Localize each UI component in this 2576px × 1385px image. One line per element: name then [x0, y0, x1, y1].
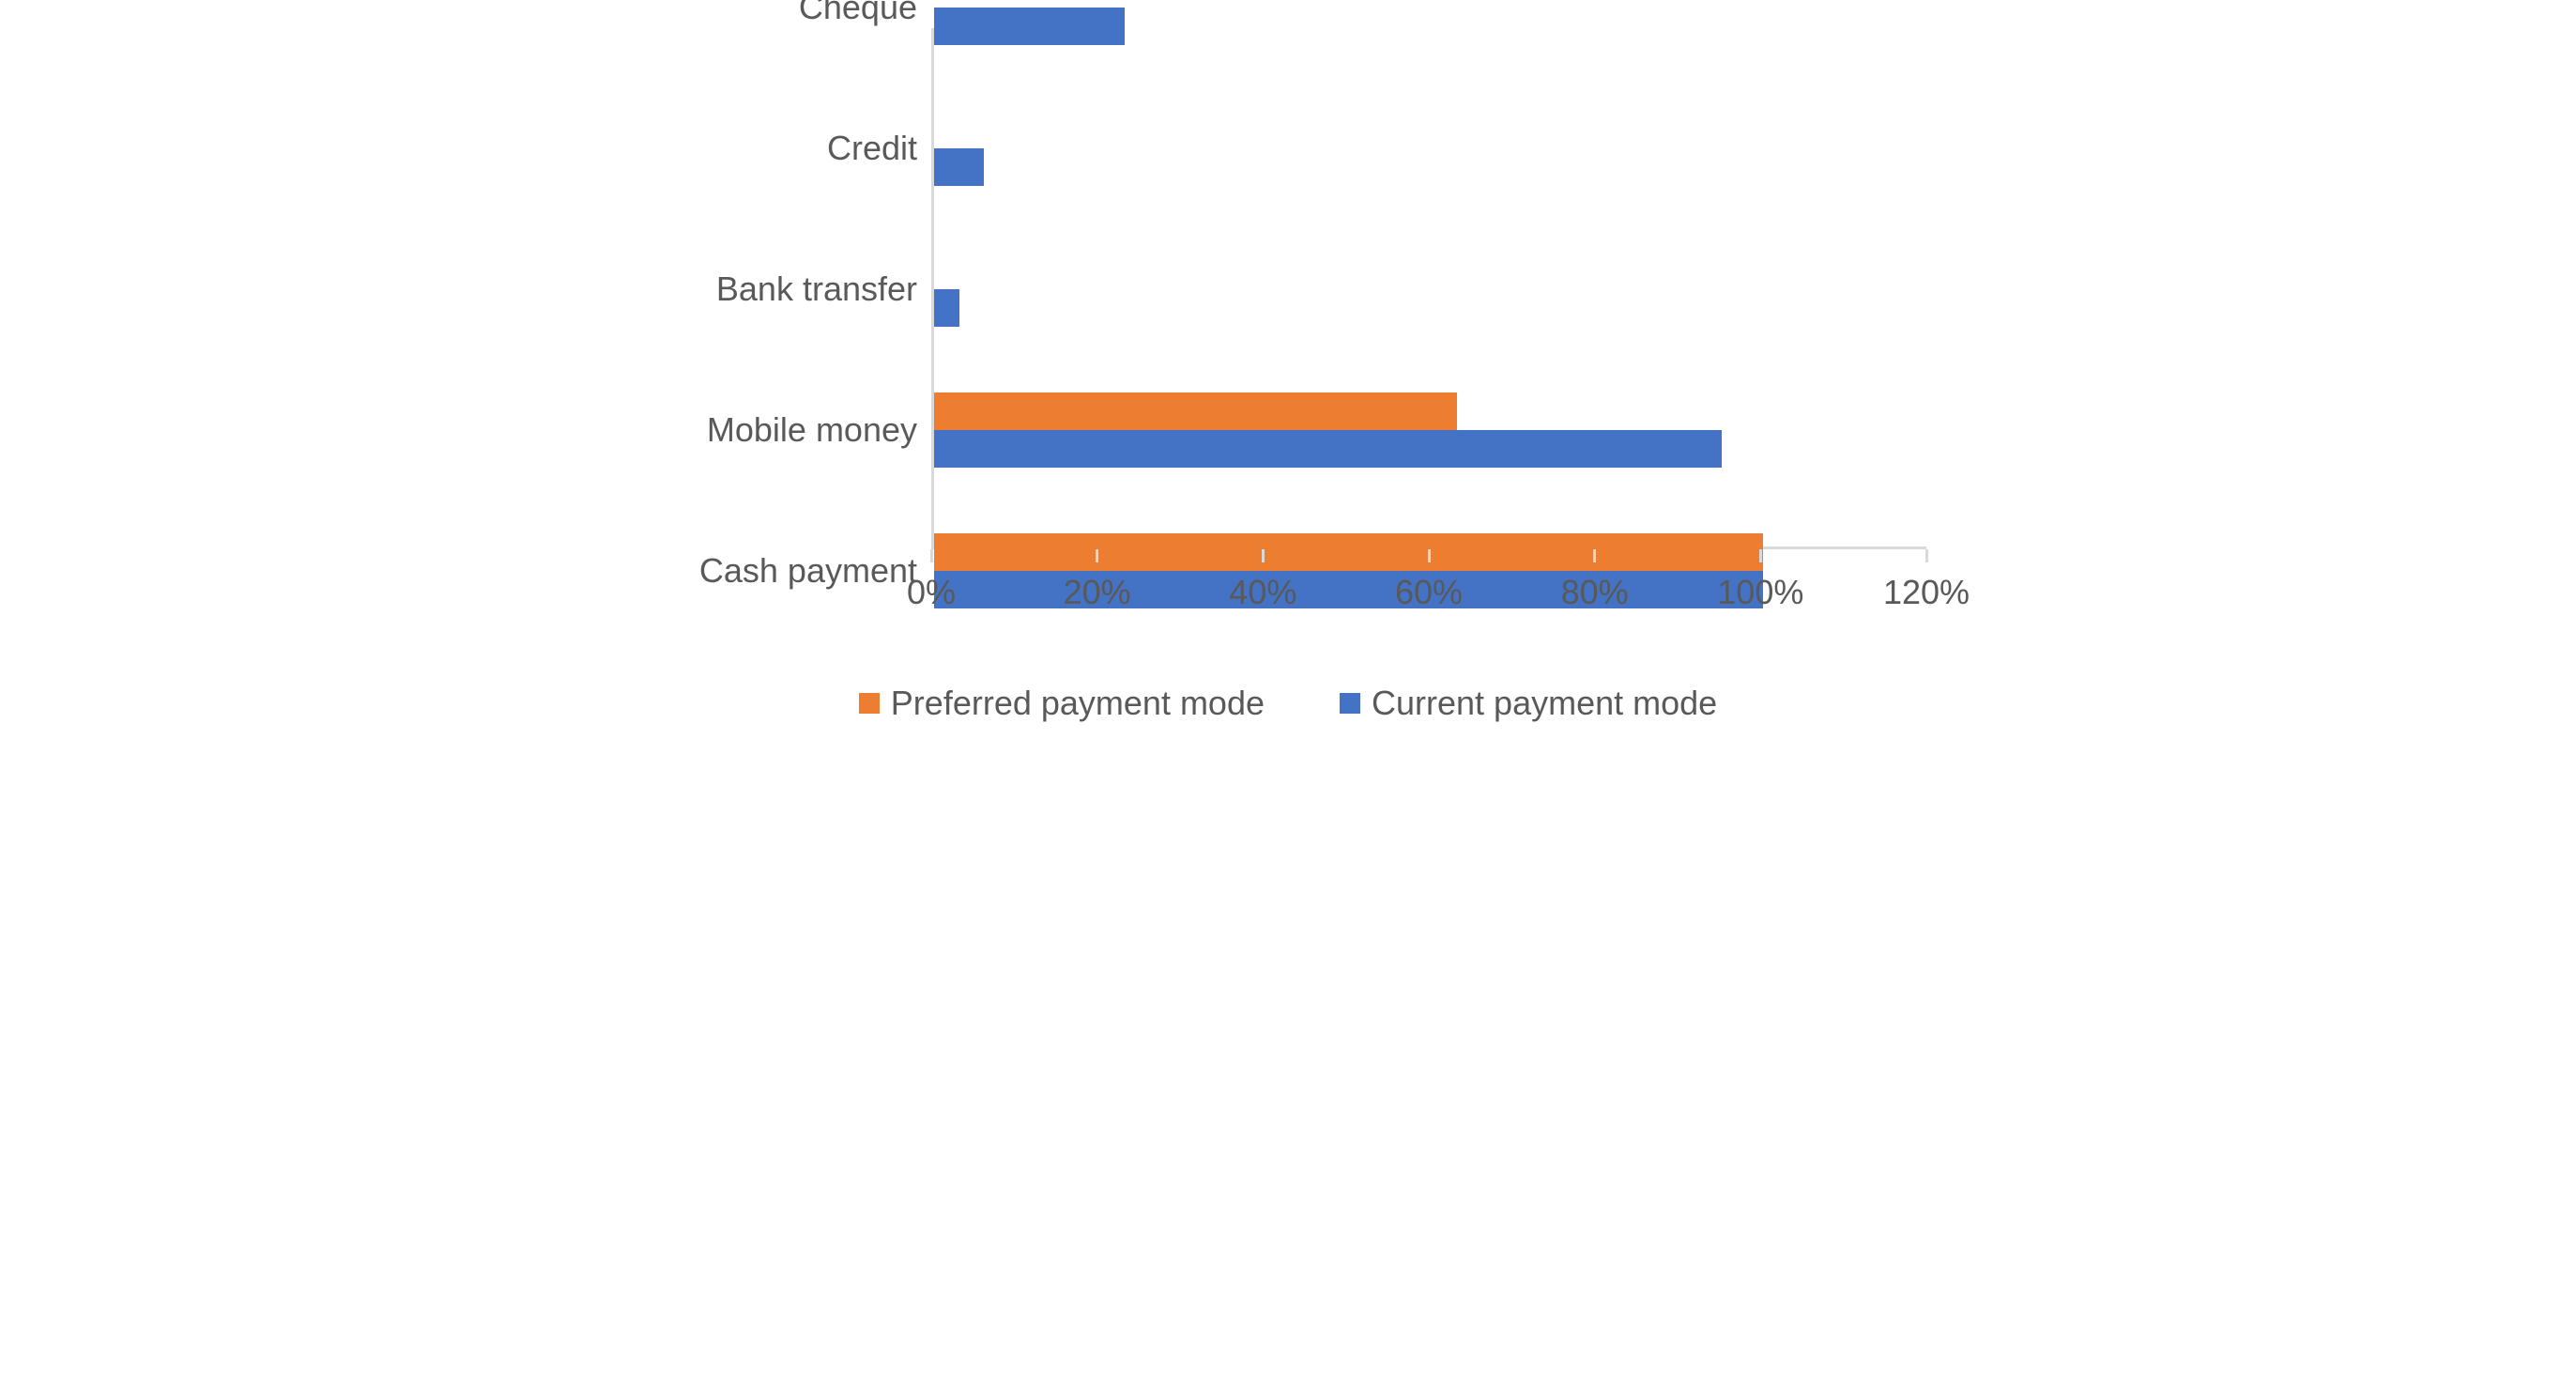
- x-tick: [1262, 549, 1265, 562]
- bar: [934, 392, 1457, 430]
- y-category-label: Bank transfer: [716, 269, 917, 309]
- x-tick: [1593, 549, 1596, 562]
- x-tick-label: 60%: [1395, 573, 1463, 612]
- bars-layer: [934, 28, 1926, 546]
- x-tick-label: 20%: [1064, 573, 1131, 612]
- x-tick: [1096, 549, 1098, 562]
- x-axis-labels: 0%20%40%60%80%100%120%: [931, 573, 1926, 629]
- legend-swatch: [1340, 693, 1360, 714]
- legend-label: Preferred payment mode: [891, 684, 1265, 723]
- bar: [934, 8, 1125, 45]
- legend-swatch: [859, 693, 880, 714]
- y-category-label: Cash payment: [699, 551, 917, 591]
- plot-area: [931, 28, 1926, 549]
- x-axis-ticks: [931, 549, 1926, 568]
- y-category-label: Credit: [827, 129, 917, 168]
- y-category-label: Cheque: [799, 0, 917, 27]
- y-category-label: Mobile money: [707, 410, 917, 450]
- x-tick: [1925, 549, 1928, 562]
- x-tick-label: 80%: [1561, 573, 1629, 612]
- bar: [934, 148, 984, 186]
- x-tick-label: 100%: [1717, 573, 1803, 612]
- legend-item: Current payment mode: [1340, 684, 1717, 723]
- legend-item: Preferred payment mode: [859, 684, 1265, 723]
- bar: [934, 289, 959, 327]
- x-tick-label: 120%: [1883, 573, 1970, 612]
- x-tick: [930, 549, 933, 562]
- payment-mode-chart: 0%20%40%60%80%100%120% ChequeCreditBank …: [631, 19, 1945, 723]
- y-axis-labels: ChequeCreditBank transferMobile moneyCas…: [631, 28, 917, 549]
- x-tick: [1759, 549, 1762, 562]
- chart-legend: Preferred payment mode Current payment mo…: [631, 684, 1945, 723]
- x-tick: [1428, 549, 1431, 562]
- legend-label: Current payment mode: [1372, 684, 1717, 723]
- x-tick-label: 40%: [1229, 573, 1296, 612]
- bar: [934, 430, 1722, 468]
